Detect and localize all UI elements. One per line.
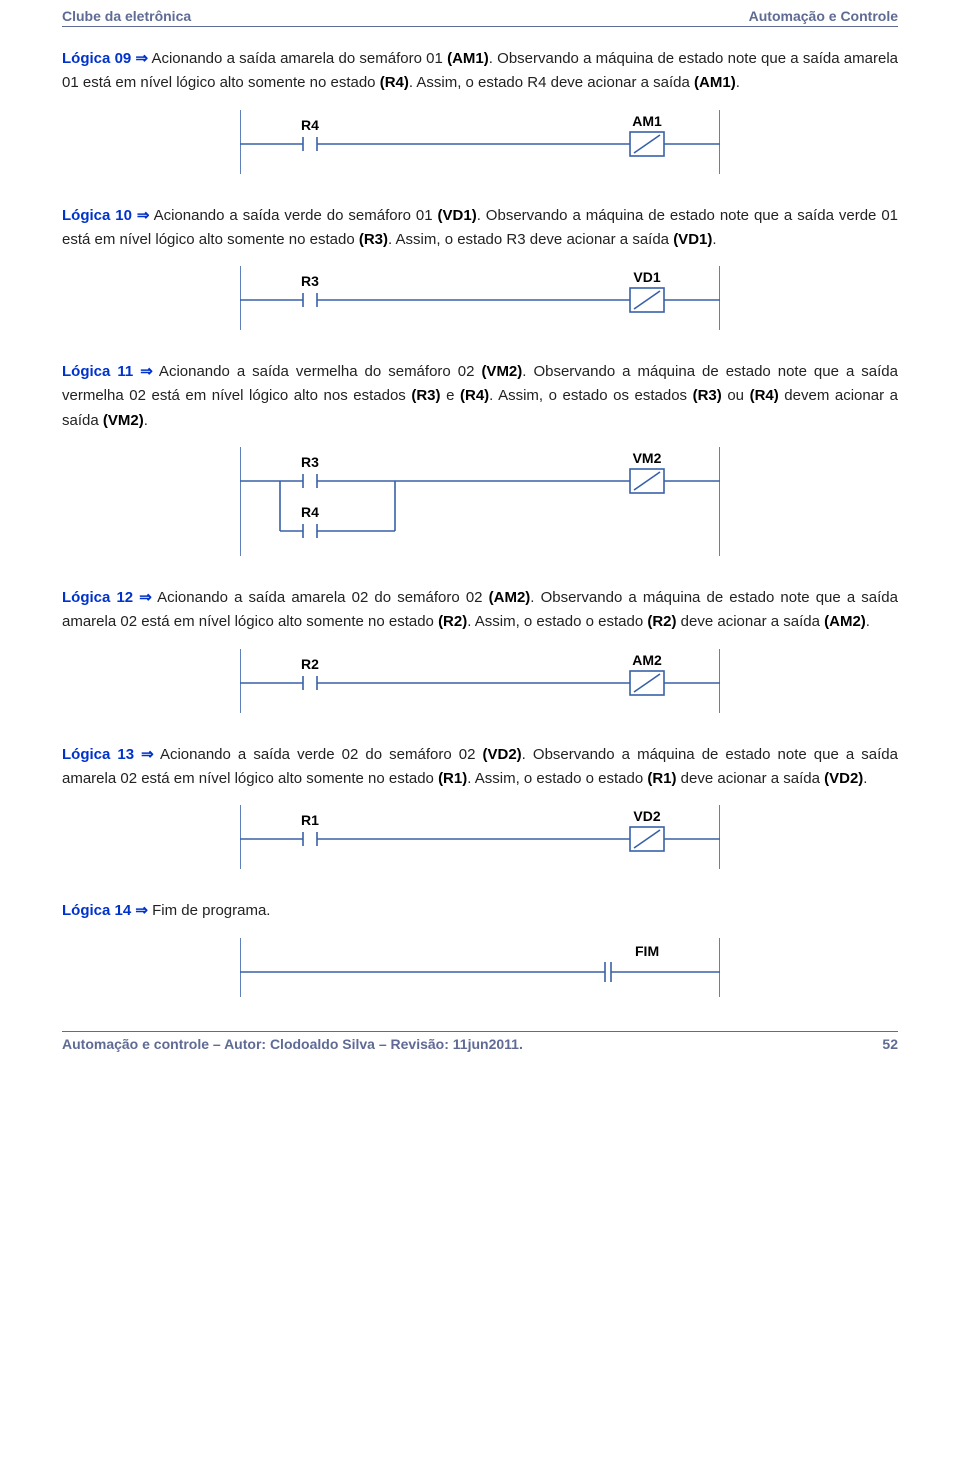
page-footer: Automação e controle – Autor: Clodoaldo … (0, 1032, 960, 1062)
logica-10-text: Lógica 10 ⇒ Acionando a saída verde do s… (62, 204, 898, 253)
ladder-12: R2 AM2 (62, 643, 898, 717)
footer-page: 52 (882, 1036, 898, 1052)
svg-text:R2: R2 (301, 656, 319, 672)
svg-text:R3: R3 (301, 273, 319, 289)
svg-text:R4: R4 (301, 504, 319, 520)
header-rule (62, 26, 898, 27)
svg-text:VM2: VM2 (633, 450, 662, 466)
header-right: Automação e Controle (749, 8, 898, 24)
svg-text:R4: R4 (301, 117, 319, 133)
logica-11-text: Lógica 11 ⇒ Acionando a saída vermelha d… (62, 360, 898, 433)
svg-text:AM2: AM2 (632, 652, 662, 668)
page-header: Clube da eletrônica Automação e Controle (0, 0, 960, 26)
main-content: Lógica 09 ⇒ Acionando a saída amarela do… (0, 47, 960, 1001)
header-left: Clube da eletrônica (62, 8, 191, 24)
svg-text:R1: R1 (301, 812, 319, 828)
svg-text:AM1: AM1 (632, 113, 662, 129)
ladder-10: R3 VD1 (62, 260, 898, 334)
footer-left: Automação e controle – Autor: Clodoaldo … (62, 1036, 523, 1052)
ladder-14: FIM (62, 932, 898, 1001)
svg-text:VD1: VD1 (633, 269, 660, 285)
ladder-11: R3 VM2 R4 (62, 441, 898, 560)
svg-text:FIM: FIM (635, 943, 659, 959)
ladder-13: R1 VD2 (62, 799, 898, 873)
svg-text:VD2: VD2 (633, 808, 660, 824)
logica-12-text: Lógica 12 ⇒ Acionando a saída amarela 02… (62, 586, 898, 635)
logica-13-text: Lógica 13 ⇒ Acionando a saída verde 02 d… (62, 743, 898, 792)
svg-text:R3: R3 (301, 454, 319, 470)
logica-09-text: Lógica 09 ⇒ Acionando a saída amarela do… (62, 47, 898, 96)
ladder-09: R4 AM1 (62, 104, 898, 178)
logica-14-text: Lógica 14 ⇒ Fim de programa. (62, 899, 898, 923)
